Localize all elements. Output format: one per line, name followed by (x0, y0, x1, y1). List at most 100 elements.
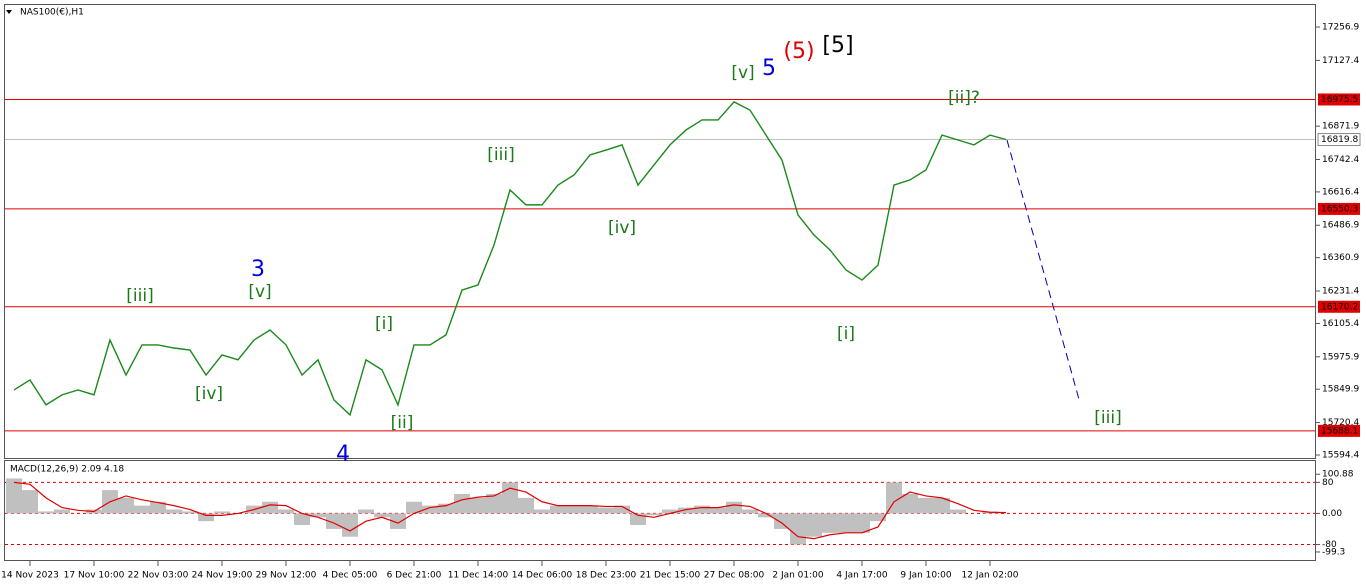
x-tick-label: 6 Dec 21:00 (387, 571, 442, 581)
x-tick-label: 24 Nov 19:00 (192, 571, 253, 581)
macd-histogram-bar (566, 505, 582, 514)
x-tick-label: 18 Dec 23:00 (576, 571, 637, 581)
wave-label: [v] (248, 282, 271, 302)
macd-histogram-bar (838, 513, 854, 533)
y-tick-label: 17127.4 (1322, 56, 1359, 66)
y-tick-label: 16105.4 (1322, 319, 1359, 329)
x-tick-label: 2 Jan 01:00 (772, 571, 824, 581)
macd-histogram-bar (374, 513, 390, 518)
macd-histogram-bar (310, 513, 326, 518)
macd-histogram-bar (742, 509, 758, 514)
macd-histogram-bar (934, 497, 950, 514)
y-tick-label: 17256.9 (1322, 23, 1359, 33)
macd-histogram-bar (790, 513, 806, 545)
x-tick-label: 4 Dec 05:00 (323, 571, 378, 581)
wave-label: [v] (731, 63, 754, 83)
macd-histogram-bar (550, 505, 566, 514)
wave-label: 5 (762, 56, 776, 81)
macd-histogram-bar (422, 505, 438, 514)
level-label: 16975.5 (1321, 95, 1358, 105)
x-tick-label: 17 Nov 10:00 (64, 571, 125, 581)
macd-histogram-bar (614, 505, 630, 514)
y-tick-label: 16486.9 (1322, 221, 1359, 231)
x-tick-label: 21 Dec 15:00 (640, 571, 701, 581)
wave-label: [iii] (487, 145, 514, 165)
macd-histogram-bar (262, 501, 278, 514)
macd-histogram-bar (630, 513, 646, 526)
macd-histogram-bar (454, 494, 470, 514)
macd-title: MACD(12,26,9) 2.09 4.18 (10, 465, 124, 475)
wave-label: 4 (336, 442, 350, 467)
macd-histogram-bar (438, 503, 454, 514)
y-tick-label: 16231.4 (1322, 287, 1359, 297)
wave-label: [iv] (608, 218, 636, 238)
macd-histogram-bar (294, 513, 310, 526)
macd-histogram-bar (870, 513, 886, 522)
symbol-title: NAS100(€),H1 (20, 8, 84, 18)
level-box (1318, 424, 1360, 437)
menu-arrow[interactable] (6, 10, 12, 14)
macd-histogram-bar (390, 513, 406, 529)
price-panel-border (4, 4, 1316, 459)
macd-histogram-bar (726, 501, 742, 514)
x-tick-label: 29 Nov 12:00 (256, 571, 317, 581)
wave-label: [i] (837, 324, 855, 344)
macd-histogram-bar (918, 497, 934, 514)
macd-tick-label: -99.3 (1322, 547, 1345, 557)
macd-tick-label: 0.00 (1322, 509, 1342, 519)
macd-tick-label: 100.88 (1322, 470, 1354, 480)
macd-histogram-bar (22, 490, 38, 514)
macd-histogram-bar (950, 509, 966, 514)
y-tick-label: 16616.4 (1322, 187, 1359, 197)
macd-histogram-bar (54, 509, 70, 514)
level-box (1318, 300, 1360, 313)
x-tick-label: 14 Dec 06:00 (512, 571, 573, 581)
current-price-box (1317, 133, 1361, 147)
level-box (1318, 93, 1360, 106)
wave-label: [ii]? (948, 88, 980, 108)
macd-histogram-bar (886, 482, 902, 514)
macd-histogram-bar (598, 507, 614, 514)
x-tick-label: 4 Jan 17:00 (836, 571, 888, 581)
macd-histogram-bar (646, 513, 662, 516)
macd-histogram-bar (758, 513, 774, 518)
y-tick-label: 16871.9 (1322, 122, 1359, 132)
y-tick-label: 15720.4 (1322, 418, 1359, 428)
wave-label: [iv] (195, 384, 223, 404)
y-tick-label: 16742.4 (1322, 155, 1359, 165)
current-price-label: 16819.8 (1321, 135, 1358, 145)
x-tick-label: 11 Dec 14:00 (448, 571, 509, 581)
macd-histogram-bar (150, 501, 166, 514)
wave-label: 3 (251, 257, 265, 282)
macd-signal-line (13, 481, 1007, 540)
macd-histogram-bar (534, 509, 550, 514)
x-tick-label: 12 Jan 02:00 (962, 571, 1019, 581)
macd-histogram-bar (198, 513, 214, 522)
x-tick-label: 22 Nov 03:00 (128, 571, 189, 581)
macd-histogram-bar (486, 494, 502, 514)
macd-histogram-bar (406, 501, 422, 514)
price-line (13, 101, 1007, 417)
macd-histogram-bar (342, 513, 358, 537)
macd-histogram-bar (822, 513, 838, 533)
level-label: 16550.3 (1321, 204, 1358, 214)
level-box (1318, 202, 1360, 215)
macd-histogram-bar (134, 505, 150, 514)
level-label: 16170.2 (1321, 302, 1358, 312)
macd-histogram-bar (806, 513, 822, 537)
macd-histogram-bar (166, 509, 182, 514)
wave-label: [i] (375, 314, 393, 334)
macd-histogram-bar (278, 509, 294, 514)
macd-histogram-bar (854, 513, 870, 533)
x-tick-label: 14 Nov 2023 (1, 571, 59, 581)
y-tick-label: 15849.9 (1322, 385, 1359, 395)
macd-histogram-bar (662, 509, 678, 514)
macd-histogram-bar (502, 482, 518, 514)
macd-histogram-bar (470, 497, 486, 514)
macd-histogram-bar (774, 513, 790, 529)
macd-histogram-bar (6, 478, 22, 514)
macd-histogram-bar (902, 494, 918, 514)
y-tick-label: 15975.9 (1322, 352, 1359, 362)
level-label: 15688.1 (1321, 426, 1358, 436)
macd-panel-border (4, 460, 1316, 561)
